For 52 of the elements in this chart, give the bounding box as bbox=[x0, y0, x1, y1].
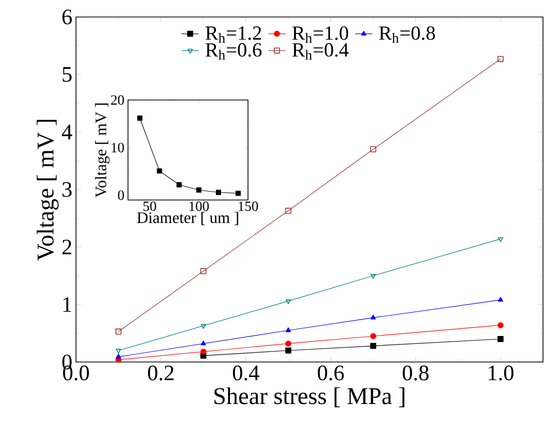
point bbox=[285, 208, 292, 214]
point bbox=[370, 146, 376, 152]
y-tick-label: 4 bbox=[62, 124, 72, 140]
point bbox=[498, 56, 504, 62]
point bbox=[176, 182, 182, 188]
y-tick-label: 1 bbox=[63, 297, 72, 312]
point bbox=[216, 190, 222, 195]
point bbox=[200, 268, 206, 274]
point bbox=[196, 187, 202, 193]
point bbox=[156, 168, 162, 174]
x-axis-title: Diameter [ um ] bbox=[137, 212, 238, 226]
point bbox=[370, 274, 376, 279]
legend-label: R$_{h}$=0.8 bbox=[379, 26, 435, 43]
y-tick-label: 10 bbox=[112, 142, 124, 152]
x-tick-label: 0.2 bbox=[148, 366, 174, 380]
point bbox=[200, 340, 206, 346]
point bbox=[498, 322, 504, 328]
x-tick-label: 150 bbox=[238, 202, 258, 211]
y-tick-label: 5 bbox=[62, 67, 72, 82]
point bbox=[236, 190, 241, 196]
point bbox=[116, 354, 122, 359]
x-axis-title: Shear stress [ MPa ] bbox=[214, 387, 404, 408]
legend-label: R$_{h}$=1.0 bbox=[292, 26, 348, 43]
x-tick-label: 1.0 bbox=[488, 366, 514, 380]
y-axis-title: Voltage [ mV ] bbox=[95, 104, 110, 198]
point bbox=[200, 324, 206, 329]
x-tick-label: 50 bbox=[143, 202, 156, 211]
point bbox=[286, 299, 291, 304]
legend-label: R$_{h}$=1.2 bbox=[206, 26, 261, 43]
point bbox=[137, 115, 142, 121]
y-tick-label: 6 bbox=[62, 10, 72, 24]
point bbox=[498, 296, 504, 302]
y-tick-label: 20 bbox=[111, 95, 124, 105]
point bbox=[115, 328, 122, 335]
x-tick-label: 0.4 bbox=[232, 366, 260, 380]
legend-label: R$_{h}$=0.4 bbox=[292, 43, 349, 60]
point bbox=[370, 314, 376, 320]
point bbox=[285, 340, 292, 347]
x-tick-label: 100 bbox=[190, 202, 209, 211]
point bbox=[286, 327, 291, 332]
y-tick-label: 3 bbox=[62, 182, 72, 197]
legend-label: R$_{h}$=0.6 bbox=[206, 43, 262, 60]
y-tick-label: 0 bbox=[118, 190, 124, 200]
point bbox=[285, 348, 292, 354]
point bbox=[370, 333, 376, 340]
point bbox=[370, 342, 376, 349]
y-tick-label: 2 bbox=[62, 240, 72, 254]
y-axis-title: Voltage [ mV ] bbox=[36, 120, 59, 261]
x-tick-label: 0.6 bbox=[318, 366, 344, 380]
point bbox=[200, 348, 206, 355]
point bbox=[498, 336, 504, 342]
x-tick-label: 0.8 bbox=[402, 366, 429, 380]
